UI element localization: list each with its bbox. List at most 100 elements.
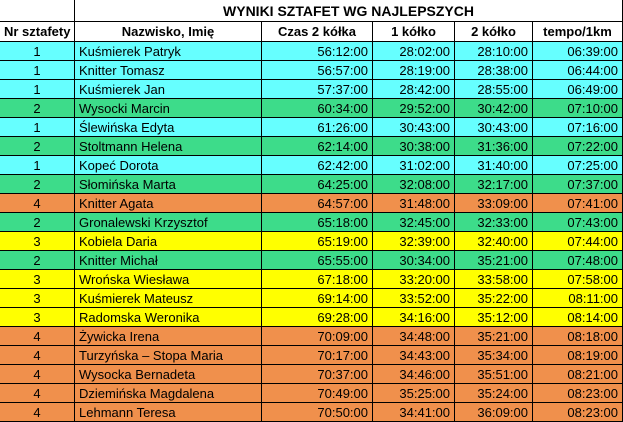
time-cell: 29:52:00 xyxy=(373,99,455,118)
runner-name: Ślewińska Edyta xyxy=(75,118,262,137)
time-cell: 35:22:00 xyxy=(455,289,533,308)
time-cell: 34:43:00 xyxy=(373,346,455,365)
time-cell: 07:25:00 xyxy=(533,156,623,175)
runner-name: Knitter Tomasz xyxy=(75,61,262,80)
time-cell: 31:40:00 xyxy=(455,156,533,175)
time-cell: 08:14:00 xyxy=(533,308,623,327)
runner-name: Lehmann Teresa xyxy=(75,403,262,422)
time-cell: 07:37:00 xyxy=(533,175,623,194)
time-cell: 32:39:00 xyxy=(373,232,455,251)
team-number: 2 xyxy=(0,99,75,118)
time-cell: 06:44:00 xyxy=(533,61,623,80)
time-cell: 28:42:00 xyxy=(373,80,455,99)
time-cell: 07:10:00 xyxy=(533,99,623,118)
time-cell: 34:41:00 xyxy=(373,403,455,422)
runner-name: Dziemińska Magdalena xyxy=(75,384,262,403)
team-number: 3 xyxy=(0,270,75,289)
time-cell: 35:51:00 xyxy=(455,365,533,384)
time-cell: 28:55:00 xyxy=(455,80,533,99)
time-cell: 30:42:00 xyxy=(455,99,533,118)
time-cell: 57:37:00 xyxy=(262,80,373,99)
time-cell: 62:42:00 xyxy=(262,156,373,175)
time-cell: 07:16:00 xyxy=(533,118,623,137)
time-cell: 08:21:00 xyxy=(533,365,623,384)
time-cell: 08:11:00 xyxy=(533,289,623,308)
time-cell: 07:58:00 xyxy=(533,270,623,289)
runner-name: Knitter Michał xyxy=(75,251,262,270)
time-cell: 28:19:00 xyxy=(373,61,455,80)
runner-name: Kopeć Dorota xyxy=(75,156,262,175)
time-cell: 08:18:00 xyxy=(533,327,623,346)
time-cell: 07:44:00 xyxy=(533,232,623,251)
runner-name: Radomska Weronika xyxy=(75,308,262,327)
time-cell: 70:17:00 xyxy=(262,346,373,365)
time-cell: 32:45:00 xyxy=(373,213,455,232)
time-cell: 34:46:00 xyxy=(373,365,455,384)
team-number: 4 xyxy=(0,384,75,403)
time-cell: 35:34:00 xyxy=(455,346,533,365)
time-cell: 60:34:00 xyxy=(262,99,373,118)
runner-name: Wysocki Marcin xyxy=(75,99,262,118)
time-cell: 07:22:00 xyxy=(533,137,623,156)
team-number: 1 xyxy=(0,80,75,99)
team-number: 1 xyxy=(0,156,75,175)
runner-name: Słomińska Marta xyxy=(75,175,262,194)
time-cell: 70:49:00 xyxy=(262,384,373,403)
team-number: 3 xyxy=(0,289,75,308)
time-cell: 34:48:00 xyxy=(373,327,455,346)
runner-name: Wrońska Wiesława xyxy=(75,270,262,289)
time-cell: 65:19:00 xyxy=(262,232,373,251)
time-cell: 69:14:00 xyxy=(262,289,373,308)
column-header: Czas 2 kółka xyxy=(262,22,373,42)
time-cell: 35:24:00 xyxy=(455,384,533,403)
time-cell: 70:09:00 xyxy=(262,327,373,346)
time-cell: 31:48:00 xyxy=(373,194,455,213)
runner-name: Gronalewski Krzysztof xyxy=(75,213,262,232)
team-number: 4 xyxy=(0,346,75,365)
team-number: 2 xyxy=(0,251,75,270)
runner-name: Kuśmierek Patryk xyxy=(75,42,262,61)
time-cell: 64:25:00 xyxy=(262,175,373,194)
time-cell: 33:09:00 xyxy=(455,194,533,213)
runner-name: Stoltmann Helena xyxy=(75,137,262,156)
time-cell: 30:43:00 xyxy=(373,118,455,137)
time-cell: 32:08:00 xyxy=(373,175,455,194)
runner-name: Kobiela Daria xyxy=(75,232,262,251)
time-cell: 65:55:00 xyxy=(262,251,373,270)
team-number: 2 xyxy=(0,175,75,194)
time-cell: 28:10:00 xyxy=(455,42,533,61)
time-cell: 32:33:00 xyxy=(455,213,533,232)
time-cell: 07:41:00 xyxy=(533,194,623,213)
time-cell: 56:12:00 xyxy=(262,42,373,61)
time-cell: 31:02:00 xyxy=(373,156,455,175)
team-number: 1 xyxy=(0,42,75,61)
time-cell: 56:57:00 xyxy=(262,61,373,80)
runner-name: Knitter Agata xyxy=(75,194,262,213)
time-cell: 31:36:00 xyxy=(455,137,533,156)
team-number: 4 xyxy=(0,403,75,422)
time-cell: 30:43:00 xyxy=(455,118,533,137)
time-cell: 67:18:00 xyxy=(262,270,373,289)
time-cell: 28:02:00 xyxy=(373,42,455,61)
time-cell: 35:21:00 xyxy=(455,251,533,270)
title: WYNIKI SZTAFET WG NAJLEPSZYCH xyxy=(75,0,623,22)
team-number: 4 xyxy=(0,194,75,213)
column-header: Nazwisko, Imię xyxy=(75,22,262,42)
runner-name: Kuśmierek Mateusz xyxy=(75,289,262,308)
team-number: 3 xyxy=(0,232,75,251)
time-cell: 08:23:00 xyxy=(533,384,623,403)
time-cell: 35:12:00 xyxy=(455,308,533,327)
time-cell: 32:40:00 xyxy=(455,232,533,251)
team-number: 4 xyxy=(0,365,75,384)
time-cell: 07:43:00 xyxy=(533,213,623,232)
runner-name: Żywicka Irena xyxy=(75,327,262,346)
time-cell: 08:19:00 xyxy=(533,346,623,365)
time-cell: 30:38:00 xyxy=(373,137,455,156)
team-number: 3 xyxy=(0,308,75,327)
column-header: 1 kółko xyxy=(373,22,455,42)
time-cell: 35:21:00 xyxy=(455,327,533,346)
time-cell: 69:28:00 xyxy=(262,308,373,327)
time-cell: 33:20:00 xyxy=(373,270,455,289)
time-cell: 70:37:00 xyxy=(262,365,373,384)
